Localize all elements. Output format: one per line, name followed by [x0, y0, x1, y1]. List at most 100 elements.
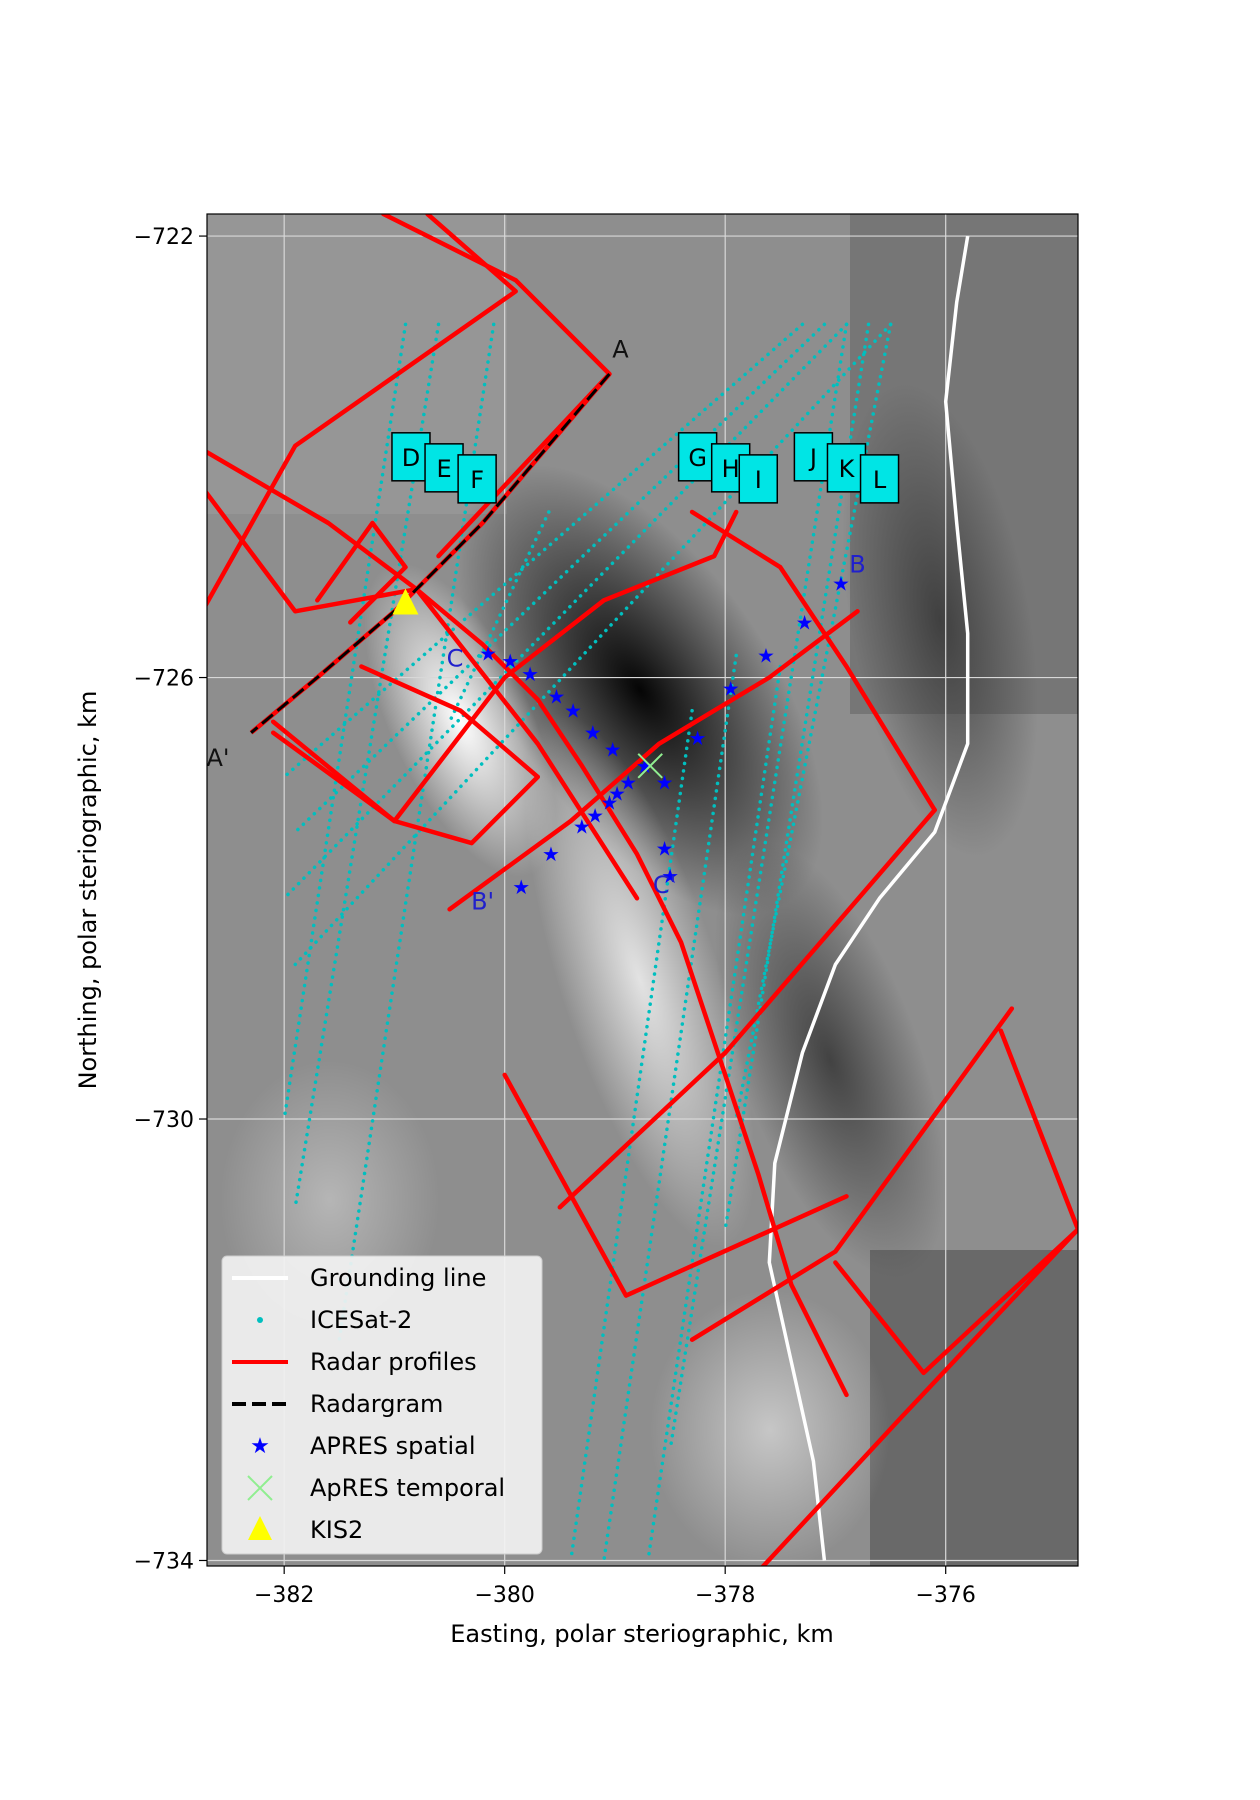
- radar-profile: [689, 1006, 1015, 1342]
- legend-radar-profiles-label: Radar profiles: [310, 1348, 477, 1376]
- site-label-d: D: [391, 432, 431, 482]
- x-axis-ticks: −382 −380 −378 −376: [254, 1566, 976, 1608]
- profile-endpoint-labels: A A' B B' C C': [207, 335, 866, 915]
- grounding-line: [767, 235, 970, 1561]
- radar-profile: [270, 509, 739, 824]
- legend-kis2-label: KIS2: [310, 1516, 363, 1544]
- legend-apres-temporal-swatch: [247, 1475, 273, 1501]
- icesat2-track: [646, 664, 783, 1563]
- site-label-e: E: [424, 443, 464, 493]
- radar-profile: [502, 1072, 849, 1298]
- radar-profile: [833, 1028, 1078, 1376]
- site-label-j: J: [793, 432, 834, 482]
- point-markers: [392, 588, 663, 779]
- icesat2-track: [293, 322, 893, 967]
- site-label-i: I: [738, 454, 779, 504]
- icesat2-track: [293, 322, 441, 1210]
- apres-spatial-star: ★: [584, 721, 602, 745]
- icesat2-track: [282, 322, 408, 1121]
- y-tick-label: −734: [134, 1549, 194, 1574]
- site-label-text: I: [755, 466, 762, 494]
- x-tick-label: −378: [695, 1583, 755, 1608]
- site-label-text: K: [839, 455, 856, 483]
- apres-spatial-star: ★: [636, 754, 654, 778]
- site-label-g: G: [677, 432, 718, 482]
- icesat2-track: [293, 322, 827, 834]
- x-tick-label: −376: [915, 1583, 975, 1608]
- site-label-box: [424, 443, 464, 493]
- radar-profile: [207, 449, 849, 1398]
- profile-label: C: [447, 645, 464, 673]
- radar-profiles: [207, 214, 1078, 1566]
- site-label-box: [859, 454, 900, 504]
- legend-apres-temporal-label: ApRES temporal: [310, 1474, 505, 1502]
- icesat2-track: [447, 510, 551, 724]
- apres-spatial-star: ★: [548, 684, 566, 708]
- apres-temporal-stroke: [637, 753, 663, 779]
- apres-spatial-star: ★: [722, 677, 740, 701]
- apres-spatial-star: ★: [757, 643, 775, 667]
- profile-label: A: [612, 335, 629, 363]
- legend: Grounding line ICESat-2 Radar profiles R…: [221, 1255, 543, 1555]
- apres-temporal-marker: [637, 753, 663, 779]
- site-label-box: [391, 432, 431, 482]
- y-tick-label: −726: [134, 667, 194, 692]
- y-axis-title: Northing, polar steriographic, km: [74, 691, 102, 1090]
- apres-spatial-star: ★: [661, 864, 679, 888]
- radar-profile: [207, 214, 518, 608]
- site-label-k: K: [826, 443, 867, 493]
- legend-apres-spatial-label: APRES spatial: [310, 1432, 476, 1460]
- apres-spatial-star: ★: [521, 662, 539, 686]
- radar-profile: [315, 520, 408, 625]
- site-label-text: E: [436, 455, 451, 483]
- apres-spatial-star: ★: [512, 875, 530, 899]
- legend-apres-spatial-swatch: ★: [250, 1434, 270, 1459]
- apres-spatial-star: ★: [479, 641, 497, 665]
- radar-profile: [447, 609, 860, 912]
- site-label-text: F: [470, 466, 484, 494]
- radar-profile: [760, 1227, 1078, 1566]
- apres-spatial-star: ★: [608, 781, 626, 805]
- legend-icesat2-swatch: [257, 1317, 263, 1323]
- radar-profile: [557, 807, 937, 1210]
- site-label-text: H: [722, 455, 740, 483]
- legend-kis2-swatch: [248, 1516, 272, 1540]
- apres-spatial-star: ★: [656, 837, 674, 861]
- grounding-line-path: [767, 235, 970, 1561]
- y-tick-label: −730: [134, 1108, 194, 1133]
- apres-spatial-star: ★: [564, 699, 582, 723]
- kis2-marker: [392, 588, 419, 615]
- legend-icesat2-label: ICESat-2: [310, 1306, 412, 1334]
- x-axis-title: Easting, polar steriographic, km: [450, 1620, 834, 1648]
- apres-spatial-star: ★: [542, 842, 560, 866]
- icesat2-track: [282, 322, 849, 901]
- x-tick-label: −382: [254, 1583, 314, 1608]
- apres-spatial-points: ★ ★★★★★★★★★★★★★★★★★★★★★★: [479, 572, 850, 900]
- site-label-box: [738, 454, 779, 504]
- profile-label: A': [207, 744, 230, 772]
- site-label-box: [457, 454, 497, 504]
- y-axis-ticks: −722 −726 −730 −734: [134, 225, 207, 1574]
- legend-grounding-line-label: Grounding line: [310, 1264, 486, 1292]
- radar-profile: [381, 214, 612, 559]
- apres-spatial-star: ★: [689, 726, 707, 750]
- site-label-text: L: [873, 466, 887, 494]
- radar-profile: [689, 509, 937, 813]
- site-label-text: D: [402, 444, 420, 472]
- y-tick-label: −722: [134, 225, 194, 250]
- apres-spatial-star: ★: [604, 737, 622, 761]
- site-label-box: [826, 443, 867, 493]
- icesat2-track: [602, 653, 738, 1563]
- site-labels: D E F G H I J K L: [391, 432, 900, 504]
- profile-label: B': [471, 887, 494, 915]
- x-tick-label: −380: [474, 1583, 534, 1608]
- apres-spatial-star: ★: [573, 815, 591, 839]
- profile-label: B: [849, 551, 865, 579]
- apres-spatial-star: ★: [501, 649, 519, 673]
- site-label-f: F: [457, 454, 497, 504]
- icesat2-track: [569, 708, 694, 1563]
- icesat2-track: [282, 322, 805, 779]
- apres-spatial-star: ★: [796, 610, 814, 634]
- site-label-l: L: [859, 454, 900, 504]
